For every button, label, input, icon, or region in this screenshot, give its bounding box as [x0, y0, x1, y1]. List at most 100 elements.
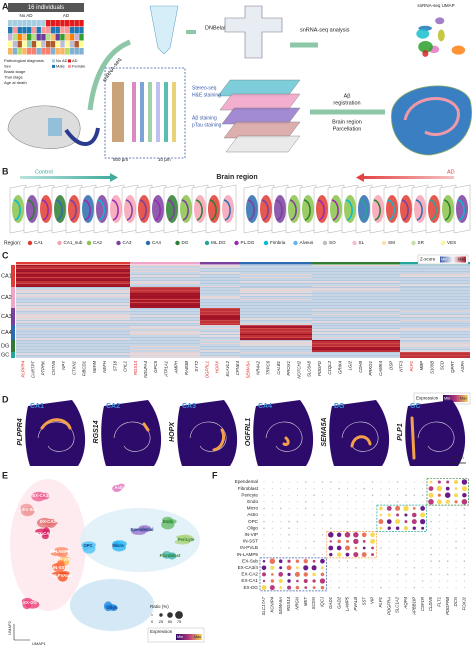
dot [463, 567, 465, 569]
group-box [376, 504, 427, 532]
heatmap-stripe [312, 266, 400, 268]
dot [271, 481, 273, 483]
heatmap-stripe [240, 352, 312, 353]
axis-arrows [13, 624, 30, 641]
heatmap-stripe [130, 352, 200, 353]
dot [313, 507, 315, 509]
dot [362, 540, 366, 543]
heatmap-stripe [16, 308, 130, 309]
heatmap-stripe [200, 323, 240, 324]
heatmap-stripe [312, 308, 400, 309]
row-bar [11, 287, 15, 308]
dot [263, 514, 265, 516]
legend-dot [440, 240, 446, 246]
legend-dot [381, 240, 387, 246]
legend-text: ML.DG [211, 240, 226, 245]
heatmap-stripe [400, 278, 470, 280]
dot [355, 494, 357, 496]
legend-dot [352, 240, 357, 246]
row-bar [11, 352, 15, 358]
dot [413, 573, 415, 575]
dot [263, 527, 265, 529]
row-label: Fibroblast [238, 486, 259, 491]
heatmap-stripe [240, 311, 312, 312]
dot [338, 521, 340, 523]
heatmap-stripe [240, 332, 312, 334]
dot [338, 487, 340, 490]
heatmap-stripe [16, 312, 130, 314]
dot [269, 585, 275, 591]
dot [447, 521, 449, 523]
gene-label: PLP1 [378, 596, 383, 607]
slice [180, 195, 192, 223]
dot [428, 492, 434, 498]
slice-region [415, 199, 423, 221]
gene-label: DCN [453, 596, 458, 606]
heatmap-stripe [312, 281, 400, 283]
heatmap-stripe [130, 315, 200, 317]
dot [347, 481, 348, 483]
heatmap-stripe [312, 305, 400, 306]
cohort-cell [69, 34, 75, 41]
gene-label: LAMP5 [345, 596, 350, 611]
heatmap-stripe [400, 291, 470, 293]
gene-label: CNTN5 [51, 360, 56, 375]
cohort-cell [79, 41, 84, 48]
heatmap-stripe [240, 318, 312, 320]
heatmap-stripe [130, 346, 200, 347]
gene-label: CAMK4 [378, 360, 383, 375]
heatmap-stripe [200, 290, 240, 291]
heatmap-stripe [130, 326, 200, 328]
heatmap-stripe [200, 335, 240, 337]
heatmap-stripe [240, 305, 312, 306]
heatmap-stripe [200, 294, 240, 296]
dot [280, 488, 282, 490]
heatmap-stripe [400, 329, 470, 331]
dot [280, 547, 282, 549]
dot [422, 501, 424, 503]
slide-stripe [148, 82, 152, 142]
heatmap-stripe [400, 286, 470, 287]
dot [397, 488, 399, 490]
heatmap-stripe [240, 325, 312, 326]
hippocampus [64, 127, 100, 146]
heatmap-stripe [240, 303, 312, 305]
dot [330, 507, 332, 509]
heatmap-stripe [400, 314, 470, 315]
umap-cluster [435, 17, 445, 25]
slice [68, 195, 80, 223]
cohort-cell [74, 27, 79, 34]
dot [305, 521, 307, 523]
heatmap-stripe [130, 343, 200, 344]
dot [380, 540, 382, 542]
dot [288, 520, 290, 523]
gene-label: OGFRL1 [245, 418, 252, 446]
slice-region [261, 199, 269, 221]
dot [438, 527, 440, 529]
heatmap-stripe [130, 302, 200, 303]
dot [312, 559, 316, 563]
heatmap-stripe [400, 302, 470, 303]
group-label: No AD [19, 13, 33, 18]
dot [463, 521, 465, 523]
dot [303, 565, 309, 571]
heatmap-stripe [312, 300, 400, 302]
heatmap-stripe [200, 265, 240, 266]
heatmap-stripe [312, 343, 400, 344]
dot [380, 534, 382, 536]
dot [447, 514, 449, 516]
dot [371, 494, 374, 497]
dot [363, 567, 365, 569]
dot [397, 534, 399, 536]
dot [372, 521, 374, 523]
heatmap-stripe [16, 290, 130, 291]
heatmap-stripe [312, 291, 400, 293]
gene-label: PROX1 [286, 360, 291, 375]
dot [438, 507, 440, 509]
heatmap-stripe [400, 271, 470, 272]
heatmap-stripe [400, 320, 470, 321]
cohort-cell [69, 20, 75, 27]
heatmap-stripe [200, 275, 240, 277]
gene-label: PRKG1 [368, 360, 373, 375]
dot [430, 553, 432, 556]
